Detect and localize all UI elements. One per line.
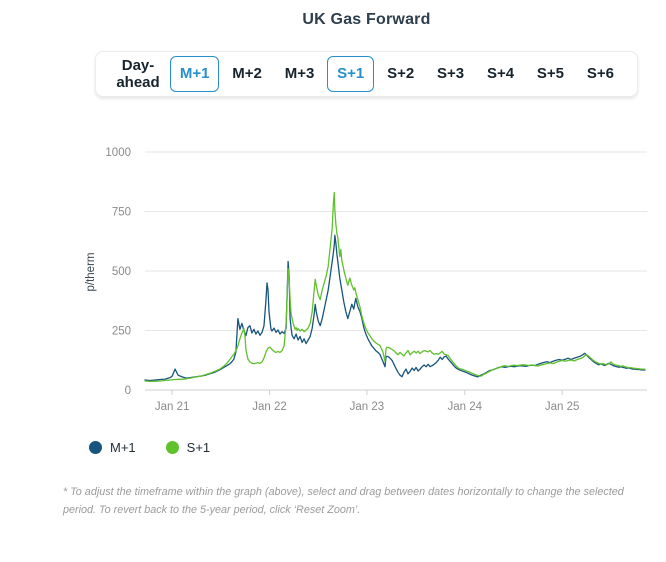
x-tick-label: Jan 22 (252, 401, 287, 413)
tab-m2[interactable]: M+2 (232, 65, 262, 83)
legend-item-s1[interactable]: S+1 (165, 440, 211, 455)
legend-swatch-s1-icon (165, 441, 179, 454)
legend-label-m1: M+1 (110, 440, 136, 455)
y-tick-label: 250 (112, 326, 131, 338)
page-title: UK Gas Forward (302, 11, 431, 28)
y-tick-label: 500 (112, 266, 131, 278)
tab-s5[interactable]: S+5 (536, 65, 564, 83)
tab-s6[interactable]: S+6 (586, 65, 614, 83)
tab-s4[interactable]: S+4 (486, 65, 515, 83)
forward-chart[interactable]: 0 250 500 750 1000 Jan 21 Jan 22 Jan 23 Jan 24 Ja… (0, 130, 666, 435)
series-line-s1 (144, 191, 646, 383)
y-tick-label: 750 (112, 207, 131, 219)
legend-swatch-m1-icon (89, 441, 102, 454)
series-line-m1 (144, 234, 646, 382)
tab-s1[interactable]: S+1 (327, 56, 375, 92)
x-tick-label: Jan 25 (545, 401, 580, 413)
x-tick-label: Jan 21 (155, 401, 190, 413)
y-tick-label: 0 (125, 385, 131, 397)
chart-legend: M+1 S+1 (89, 440, 210, 455)
legend-item-m1[interactable]: M+1 (89, 440, 136, 455)
tab-s2[interactable]: S+2 (387, 65, 415, 83)
tab-m3[interactable]: M+3 (284, 65, 315, 83)
zoom-instructions-footnote: * To adjust the timeframe within the gra… (63, 486, 624, 516)
forward-chart-svg[interactable]: 0 250 500 750 1000 Jan 21 Jan 22 Jan 23 Jan 24 Ja… (0, 130, 666, 435)
x-tick-label: Jan 23 (350, 401, 385, 413)
x-tick-label: Jan 24 (448, 401, 483, 413)
y-axis-title: p/therm (85, 252, 97, 292)
tab-s3[interactable]: S+3 (437, 65, 465, 83)
tab-m1[interactable]: M+1 (169, 56, 220, 92)
legend-label-s1: S+1 (186, 440, 211, 455)
y-tick-label: 1000 (105, 147, 131, 159)
tab-day-ahead[interactable]: Day-ahead (116, 56, 160, 91)
forward-period-tabbar: Day-ahead M+1 M+2 M+3 S+1 S+2 S+3 S+4 S+… (95, 51, 638, 97)
